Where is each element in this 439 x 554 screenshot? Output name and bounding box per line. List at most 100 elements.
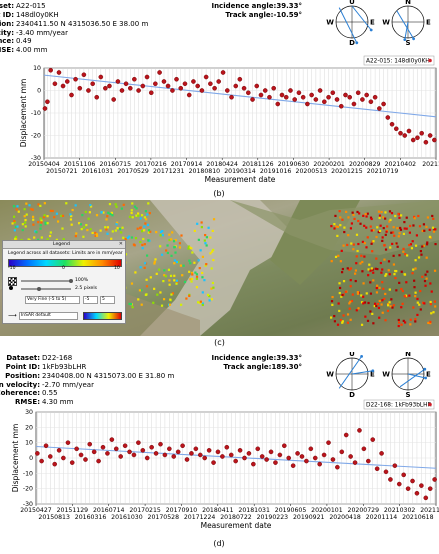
- data-point[interactable]: [111, 97, 116, 102]
- data-point[interactable]: [246, 451, 252, 456]
- data-point[interactable]: [229, 94, 234, 100]
- data-point[interactable]: [348, 454, 353, 459]
- data-point[interactable]: [158, 441, 163, 447]
- data-point[interactable]: [432, 477, 437, 482]
- data-point[interactable]: [203, 74, 209, 80]
- data-point[interactable]: [212, 85, 217, 91]
- data-point[interactable]: [277, 452, 283, 458]
- data-point[interactable]: [199, 88, 205, 93]
- data-point[interactable]: [385, 115, 391, 120]
- lower-limit-field[interactable]: -5: [83, 296, 98, 304]
- data-point[interactable]: [178, 85, 184, 91]
- data-point[interactable]: [423, 139, 429, 145]
- data-point[interactable]: [419, 130, 424, 136]
- data-point[interactable]: [118, 454, 123, 459]
- data-point[interactable]: [52, 81, 58, 87]
- data-point[interactable]: [255, 446, 261, 452]
- data-point[interactable]: [372, 94, 378, 100]
- data-point[interactable]: [60, 83, 66, 89]
- data-point[interactable]: [250, 97, 255, 102]
- data-point[interactable]: [228, 452, 234, 458]
- data-point[interactable]: [208, 81, 213, 87]
- data-point[interactable]: [224, 444, 230, 450]
- data-point[interactable]: [377, 106, 382, 111]
- data-point[interactable]: [233, 83, 239, 89]
- data-point[interactable]: [105, 451, 110, 456]
- data-point[interactable]: [122, 443, 128, 449]
- data-point[interactable]: [127, 85, 133, 91]
- data-point[interactable]: [374, 466, 380, 472]
- data-point[interactable]: [308, 446, 314, 452]
- data-point[interactable]: [347, 94, 353, 100]
- data-point[interactable]: [191, 79, 196, 84]
- data-point[interactable]: [184, 457, 190, 462]
- data-point[interactable]: [144, 455, 150, 461]
- data-point[interactable]: [100, 444, 106, 450]
- data-point[interactable]: [180, 443, 185, 449]
- data-point[interactable]: [202, 455, 208, 461]
- data-point[interactable]: [379, 451, 384, 456]
- data-point[interactable]: [171, 454, 177, 459]
- data-point[interactable]: [233, 458, 238, 464]
- data-point[interactable]: [406, 128, 412, 134]
- data-point[interactable]: [366, 458, 371, 464]
- data-point[interactable]: [370, 437, 376, 442]
- data-point[interactable]: [170, 88, 175, 93]
- data-point[interactable]: [220, 70, 226, 75]
- data-point[interactable]: [48, 67, 53, 73]
- data-point[interactable]: [273, 460, 278, 465]
- data-point[interactable]: [136, 88, 141, 93]
- chart-legend[interactable]: D22-168: 1kFb93bLHR: [363, 399, 435, 410]
- data-point[interactable]: [305, 101, 310, 107]
- data-point[interactable]: [193, 446, 199, 452]
- data-point[interactable]: [351, 101, 357, 107]
- data-point[interactable]: [132, 76, 137, 82]
- data-point[interactable]: [52, 461, 58, 467]
- data-point[interactable]: [286, 455, 292, 461]
- data-point[interactable]: [254, 83, 260, 89]
- data-point[interactable]: [396, 481, 402, 487]
- data-point[interactable]: [197, 452, 203, 458]
- data-point[interactable]: [211, 460, 216, 465]
- data-point[interactable]: [237, 76, 243, 82]
- data-point[interactable]: [43, 443, 49, 449]
- data-point[interactable]: [237, 448, 243, 453]
- data-point[interactable]: [292, 97, 297, 102]
- data-point[interactable]: [330, 457, 336, 462]
- data-point[interactable]: [186, 92, 192, 98]
- data-point[interactable]: [215, 449, 221, 455]
- data-point[interactable]: [242, 455, 247, 461]
- data-point[interactable]: [140, 448, 146, 453]
- data-point[interactable]: [427, 133, 433, 138]
- opacity-slider[interactable]: [21, 280, 71, 282]
- data-point[interactable]: [96, 458, 101, 464]
- data-point[interactable]: [123, 81, 129, 87]
- data-point[interactable]: [281, 443, 287, 449]
- data-point[interactable]: [415, 135, 420, 141]
- data-point[interactable]: [432, 137, 437, 143]
- data-point[interactable]: [161, 79, 167, 84]
- data-point[interactable]: [220, 454, 225, 459]
- data-point[interactable]: [392, 463, 398, 468]
- data-point[interactable]: [153, 81, 158, 87]
- data-point[interactable]: [225, 88, 230, 93]
- close-icon[interactable]: ✕: [118, 241, 123, 247]
- data-point[interactable]: [271, 85, 276, 91]
- data-point[interactable]: [410, 478, 415, 484]
- data-point[interactable]: [64, 79, 70, 84]
- data-point[interactable]: [299, 454, 305, 459]
- data-point[interactable]: [113, 446, 119, 452]
- chart-legend[interactable]: A22-015: 148dl0y0KH: [363, 55, 435, 66]
- data-point[interactable]: [157, 70, 162, 75]
- data-point[interactable]: [361, 446, 367, 452]
- legend-dialog[interactable]: Legend ✕ Legend across all datasets: Lim…: [2, 240, 126, 324]
- data-point[interactable]: [86, 88, 91, 93]
- data-point[interactable]: [267, 94, 272, 100]
- size-slider[interactable]: [21, 288, 71, 290]
- data-point[interactable]: [326, 440, 331, 445]
- data-point[interactable]: [167, 446, 172, 452]
- data-point[interactable]: [56, 70, 62, 75]
- data-point[interactable]: [268, 449, 274, 455]
- data-point[interactable]: [153, 451, 159, 456]
- data-point[interactable]: [389, 121, 395, 127]
